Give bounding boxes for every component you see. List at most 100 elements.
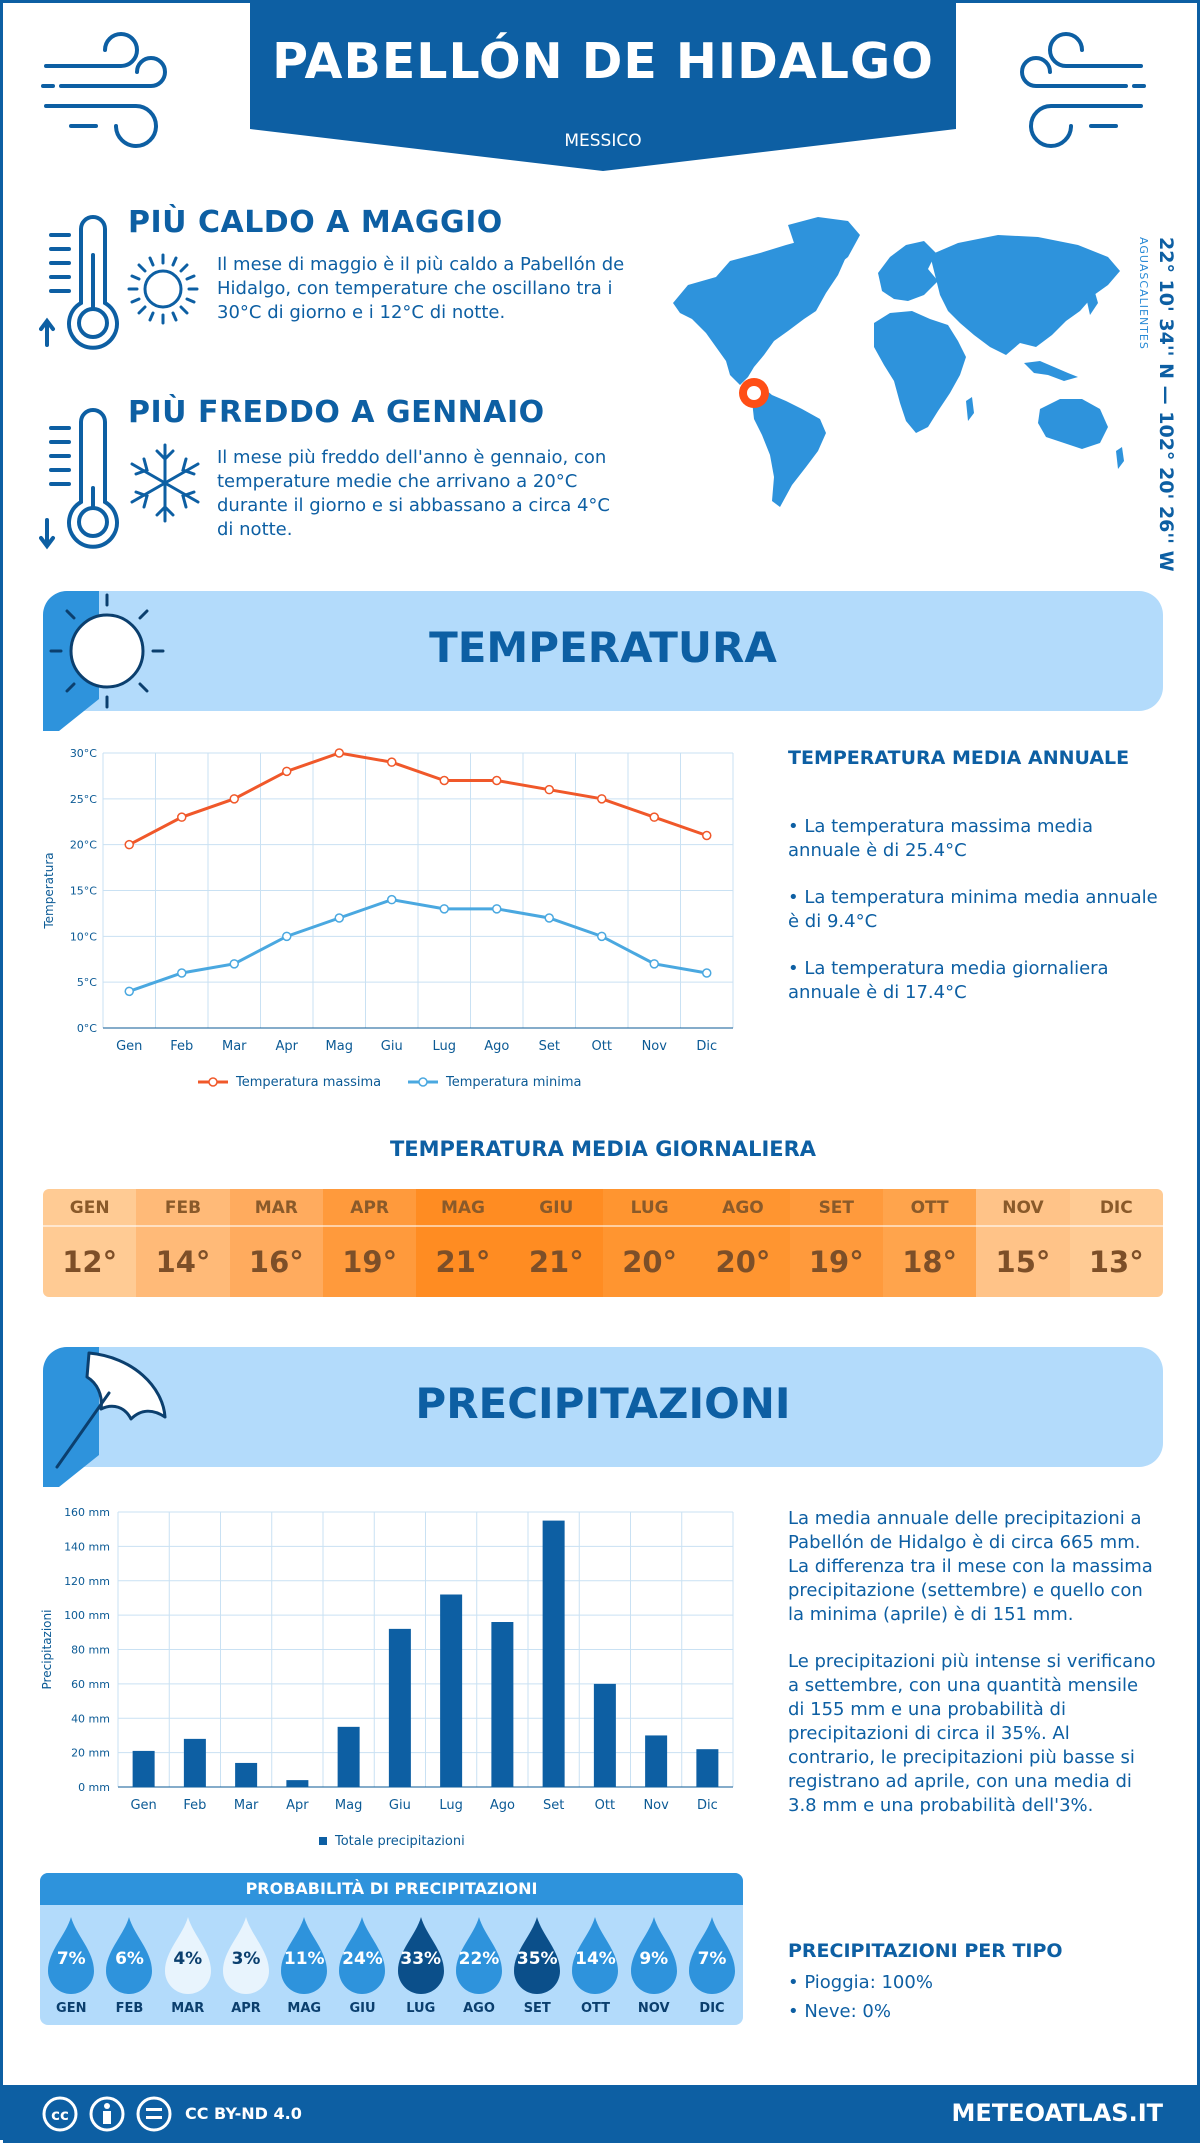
temperature-title: TEMPERATURA bbox=[429, 623, 777, 672]
daily-month-label: MAG bbox=[416, 1189, 510, 1227]
y-tick-label: 20°C bbox=[70, 839, 97, 852]
warmest-title: PIÙ CALDO A MAGGIO bbox=[128, 205, 503, 240]
daily-month-label: GEN bbox=[43, 1189, 137, 1227]
bullet-line: • La temperatura massima media bbox=[788, 816, 1094, 837]
precip-line: 3.8 mm e una probabilità dell'3%. bbox=[788, 1795, 1094, 1816]
raindrop-shape bbox=[630, 1917, 677, 1994]
daily-month-label: NOV bbox=[976, 1189, 1070, 1227]
probability-drops: 7% GEN 6% FEB 4% MAR 3% APR 11% MAG 24% GIU 33% LUG 22… bbox=[40, 1905, 743, 2023]
raindrop-shape bbox=[572, 1917, 619, 1994]
data-point bbox=[334, 913, 344, 923]
probability-month: SET bbox=[523, 2001, 551, 2016]
raindrop-icon bbox=[688, 1917, 735, 1994]
precip-line: La differenza tra il mese con la massima bbox=[788, 1556, 1153, 1577]
region-name: AGUASCALIENTES bbox=[1137, 237, 1150, 350]
temperature-chart: 0°C 5°C 10°C 15°C 20°C 25°C 30°C Gen Feb Mar Apr Ma… bbox=[42, 747, 734, 1090]
daily-column: AGO 20° bbox=[696, 1189, 790, 1297]
footer: cc CC BY-ND 4.0 METEOATLAS.IT bbox=[3, 2085, 1200, 2143]
bar bbox=[183, 1738, 206, 1787]
daily-title: TEMPERATURA MEDIA GIORNALIERA bbox=[389, 1137, 817, 1161]
site-link[interactable]: METEOATLAS.IT bbox=[951, 2099, 1163, 2127]
precip-line: precipitazioni di circa il 35%. Al bbox=[788, 1723, 1070, 1744]
probability-value: 14% bbox=[575, 1949, 616, 1969]
daily-month-label: SET bbox=[789, 1189, 883, 1227]
daily-temp-value: 21° bbox=[435, 1245, 491, 1279]
x-tick-label: Giu bbox=[389, 1798, 411, 1813]
bullet-line: annuale è di 17.4°C bbox=[788, 982, 967, 1003]
raindrop-icon bbox=[222, 1917, 269, 1994]
precip-line: precipitazione (settembre) e quello con bbox=[788, 1580, 1143, 1601]
world-map bbox=[673, 217, 1124, 507]
probability-month: MAR bbox=[171, 2001, 205, 2016]
warmest-text: Il mese di maggio è il più caldo a Pabel… bbox=[217, 253, 637, 325]
probability-value: 7% bbox=[697, 1949, 727, 1969]
daily-temp-value: 21° bbox=[528, 1245, 584, 1279]
probability-drop: 6% FEB bbox=[100, 1905, 158, 2023]
data-point bbox=[387, 894, 397, 905]
raindrop-shape bbox=[455, 1917, 502, 1994]
raindrop-shape bbox=[106, 1917, 153, 1994]
y-tick-label: 15°C bbox=[70, 885, 97, 898]
y-tick-label: 0 mm bbox=[78, 1781, 110, 1794]
precip-probability-panel: PROBABILITÀ DI PRECIPITAZIONI 7% GEN 6% FEB… bbox=[40, 1873, 743, 2025]
annual-temp-bullets: • La temperatura massima media annuale è… bbox=[788, 815, 1158, 1005]
coldest-line: Il mese più freddo dell'anno è gennaio, … bbox=[217, 447, 607, 468]
data-point bbox=[334, 748, 344, 758]
probability-month: GEN bbox=[56, 2001, 87, 2016]
data-point bbox=[282, 766, 292, 777]
data-point bbox=[492, 775, 502, 786]
daily-temp-value: 12° bbox=[62, 1245, 118, 1279]
data-point bbox=[177, 812, 187, 822]
y-axis-label: Precipitazioni bbox=[40, 1610, 54, 1690]
y-tick-label: 30°C bbox=[70, 747, 97, 760]
data-point bbox=[649, 812, 659, 822]
probability-drop: 14% OTT bbox=[566, 1905, 624, 2023]
probability-value: 11% bbox=[283, 1949, 325, 1969]
probability-month: FEB bbox=[115, 2001, 144, 2016]
raindrop-icon bbox=[630, 1917, 677, 1994]
daily-column: GEN 12° bbox=[43, 1189, 137, 1297]
y-tick-label: 80 mm bbox=[71, 1644, 110, 1657]
daily-column: GIU 21° bbox=[509, 1189, 603, 1297]
precip-types: • Pioggia: 100% • Neve: 0% bbox=[788, 1971, 933, 2024]
bar bbox=[542, 1520, 565, 1787]
data-point bbox=[597, 794, 607, 804]
precip-type-rain: • Pioggia: 100% bbox=[788, 1972, 933, 1993]
data-point bbox=[124, 986, 134, 997]
data-point bbox=[229, 794, 239, 804]
series-line bbox=[128, 751, 708, 846]
warmest-line: Hidalgo, con temperature che oscillano t… bbox=[217, 278, 613, 299]
daily-column: NOV 15° bbox=[976, 1189, 1070, 1297]
temperature-band bbox=[43, 591, 1163, 711]
probability-value: 24% bbox=[342, 1949, 383, 1969]
precip-line: di 155 mm e una probabilità di bbox=[788, 1699, 1066, 1720]
precipitation-chart: 0 mm 20 mm 40 mm 60 mm 80 mm 100 mm 120 mm 140 … bbox=[40, 1506, 734, 1849]
bar bbox=[132, 1750, 155, 1787]
daily-month-label: OTT bbox=[882, 1189, 977, 1227]
data-point bbox=[229, 959, 239, 969]
annual-temp-title: TEMPERATURA MEDIA ANNUALE bbox=[788, 747, 1130, 769]
probability-value: 6% bbox=[115, 1949, 144, 1969]
probability-month: NOV bbox=[637, 2001, 670, 2016]
data-point bbox=[282, 931, 292, 942]
precip-line: Pabellón de Hidalgo è di circa 665 mm. bbox=[788, 1532, 1141, 1553]
bar bbox=[235, 1762, 258, 1787]
data-point bbox=[544, 913, 554, 923]
umbrella-icon bbox=[43, 1347, 167, 1487]
precip-type-title: PRECIPITAZIONI PER TIPO bbox=[788, 1940, 1063, 1962]
data-point bbox=[597, 931, 607, 942]
probability-drop: 33% LUG bbox=[392, 1905, 450, 2023]
probability-value: 4% bbox=[173, 1949, 203, 1969]
x-tick-label: Gen bbox=[130, 1798, 156, 1813]
probability-month: APR bbox=[231, 2001, 261, 2016]
x-tick-label: Dic bbox=[697, 1798, 718, 1813]
thermometer-cold-icon bbox=[39, 408, 119, 550]
daily-month-label: AGO bbox=[696, 1189, 790, 1227]
raindrop-shape bbox=[164, 1917, 211, 1994]
wind-icon-right bbox=[1020, 32, 1146, 148]
probability-value: 9% bbox=[639, 1949, 669, 1969]
bar bbox=[286, 1780, 309, 1787]
raindrop-icon bbox=[397, 1917, 444, 1994]
probability-month: MAG bbox=[287, 2001, 322, 2016]
